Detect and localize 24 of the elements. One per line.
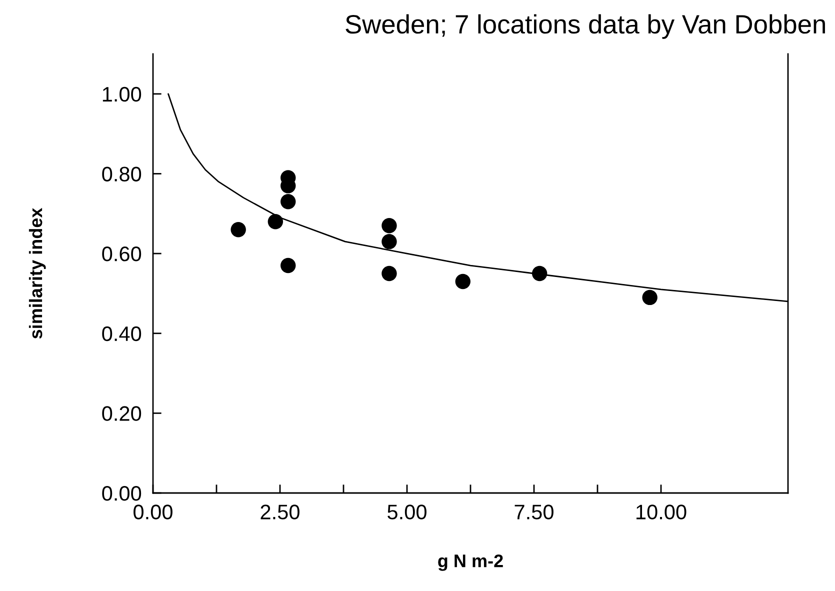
point bbox=[382, 218, 397, 234]
y-tick-label: 0.20 bbox=[102, 406, 142, 421]
x-tick-label: 0.00 bbox=[134, 504, 172, 520]
y-tick-label: 0.60 bbox=[102, 246, 142, 262]
point bbox=[280, 194, 296, 210]
y-tick-label: 0.40 bbox=[102, 326, 142, 342]
point bbox=[532, 266, 548, 282]
point bbox=[382, 234, 397, 250]
x-tick-label: 5.00 bbox=[388, 504, 426, 520]
point bbox=[268, 214, 284, 230]
y-tick-label: 1.00 bbox=[102, 86, 142, 102]
x-tick-label: 2.50 bbox=[260, 504, 300, 520]
x-tick-label: 10.00 bbox=[636, 504, 686, 520]
chart-title: Sweden; 7 locations data by Van Dobben bbox=[346, 14, 825, 39]
x-axis-title: g N m-2 bbox=[438, 554, 503, 571]
point bbox=[455, 274, 470, 290]
y-tick-label: 0.00 bbox=[102, 486, 142, 501]
y-tick-label: 0.80 bbox=[102, 166, 142, 182]
y-axis-title: similarity index bbox=[28, 208, 46, 339]
point bbox=[280, 258, 296, 274]
point bbox=[230, 222, 246, 238]
point bbox=[642, 290, 658, 306]
x-tick-label: 7.50 bbox=[514, 504, 554, 520]
point bbox=[382, 266, 397, 282]
